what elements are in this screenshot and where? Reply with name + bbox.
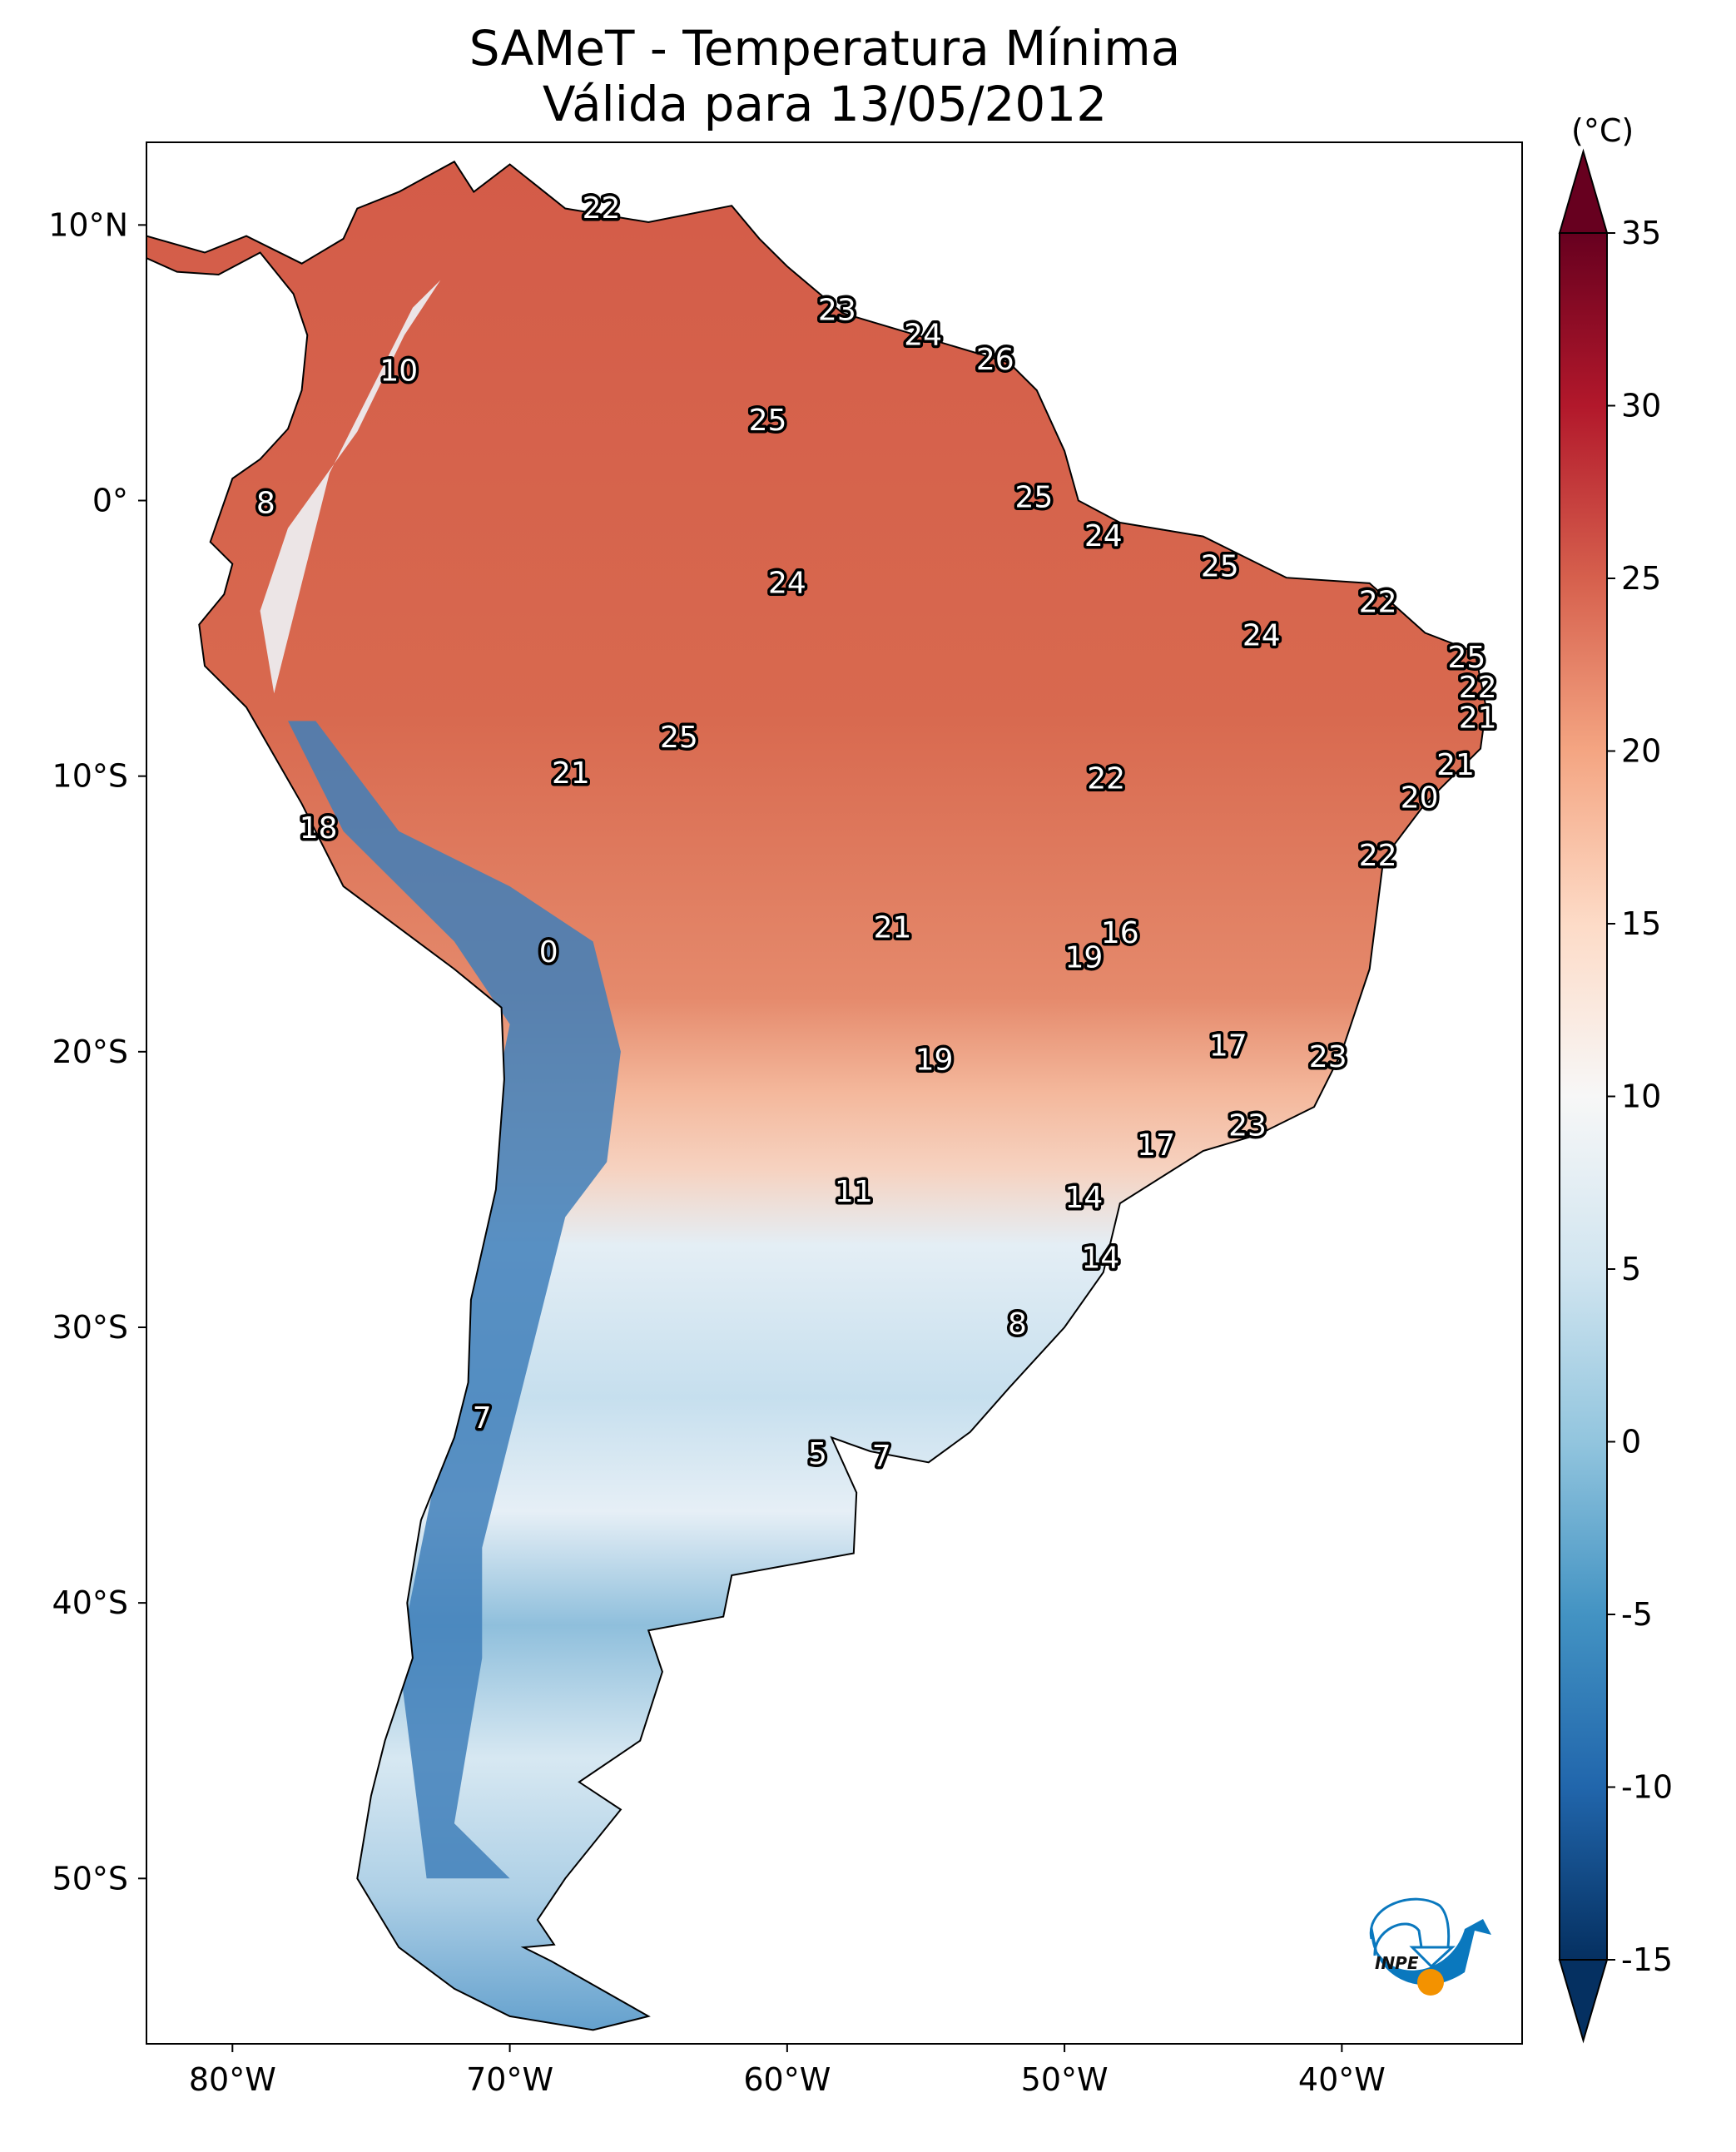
coastline	[146, 160, 1487, 2031]
colorbar-tick-label: 20	[1621, 733, 1661, 770]
colorbar-tick-label: 25	[1621, 560, 1661, 597]
x-tick-label: 60°W	[743, 2061, 831, 2098]
colorbar-tick-label: 0	[1621, 1424, 1641, 1460]
colorbar-extend-min	[1558, 1959, 1609, 2044]
colorbar-tick-label: 10	[1621, 1078, 1661, 1115]
inpe-logo: INPE	[1369, 1897, 1491, 1996]
station-label: 24	[904, 318, 942, 352]
station-label: 25	[749, 404, 787, 438]
station-label: 21	[552, 756, 590, 791]
station-label: 16	[1101, 916, 1139, 950]
map-frame	[146, 141, 1523, 2045]
station-label: 25	[1015, 481, 1054, 515]
station-label: 19	[915, 1043, 954, 1077]
logo-orange-circle	[1417, 1969, 1444, 1996]
station-label: 22	[1359, 839, 1397, 873]
station-label: 21	[1436, 748, 1475, 782]
title-line-1: SAMeT - Temperatura Mínima	[469, 20, 1181, 77]
station-label: 26	[976, 343, 1014, 377]
station-label: 24	[768, 566, 806, 600]
station-label: 22	[1459, 671, 1497, 705]
station-label: 23	[1309, 1040, 1347, 1074]
station-label: 7	[872, 1440, 891, 1474]
station-label: 7	[473, 1401, 492, 1435]
station-label: 25	[660, 721, 698, 755]
station-label: 24	[1242, 618, 1281, 652]
station-label: 10	[379, 354, 418, 388]
x-tick-label: 50°W	[1021, 2061, 1109, 2098]
station-label: 0	[539, 935, 558, 969]
colorbar-tick-label: -5	[1621, 1596, 1653, 1633]
station-label: 24	[1084, 519, 1123, 553]
title-line-2: Válida para 13/05/2012	[543, 76, 1107, 132]
station-label: 23	[818, 294, 856, 328]
station-label: 8	[256, 486, 275, 520]
x-tick-label: 80°W	[189, 2061, 276, 2098]
y-tick-label: 10°N	[48, 206, 128, 243]
y-tick-label: 50°S	[52, 1860, 128, 1897]
x-tick-label: 40°W	[1298, 2061, 1386, 2098]
colorbar-extend-max	[1558, 148, 1609, 234]
colorbar-tick-label: 35	[1621, 215, 1661, 251]
colorbar-tick-label: -15	[1621, 1941, 1673, 1978]
colorbar: (°C) -15 -10 -5 0 5 10 15 20 25 30 35	[1558, 112, 1673, 2044]
station-label: 19	[1065, 941, 1104, 975]
station-label: 5	[808, 1437, 827, 1471]
andes-cold-region	[288, 721, 621, 1879]
y-tick-label: 20°S	[52, 1034, 128, 1070]
station-label: 17	[1209, 1029, 1247, 1064]
station-label: 14	[1082, 1242, 1120, 1276]
station-label: 17	[1137, 1128, 1175, 1163]
station-label: 20	[1401, 781, 1439, 816]
logo-text: INPE	[1375, 1953, 1419, 1973]
colorbar-unit: (°C)	[1571, 112, 1634, 149]
station-label: 22	[1359, 586, 1397, 620]
station-label: 11	[835, 1175, 873, 1209]
station-label: 22	[583, 191, 621, 226]
station-label: 25	[1201, 549, 1239, 583]
y-tick-label: 10°S	[52, 758, 128, 795]
y-tick-label: 40°S	[52, 1584, 128, 1621]
colorbar-tick-label: 15	[1621, 905, 1661, 942]
station-label: 21	[874, 910, 912, 945]
station-label: 18	[300, 811, 338, 845]
station-label: 25	[1447, 641, 1486, 675]
colorbar-tick-label: -10	[1621, 1769, 1673, 1806]
colorbar-scale	[1560, 233, 1607, 1960]
map-axes: 80°W 70°W 60°W 50°W 40°W 10°N 0° 10°S 20°S 30°S 40…	[48, 206, 1386, 2098]
northern-andes-cool-region	[260, 280, 441, 694]
y-tick-label: 0°	[92, 483, 128, 519]
station-label: 22	[1087, 761, 1125, 796]
x-tick-label: 70°W	[466, 2061, 553, 2098]
station-label: 14	[1065, 1181, 1104, 1215]
station-label: 23	[1228, 1109, 1267, 1143]
station-label: 8	[1008, 1307, 1027, 1341]
y-tick-label: 30°S	[52, 1309, 128, 1346]
station-label: 21	[1459, 702, 1497, 736]
colorbar-tick-label: 5	[1621, 1251, 1641, 1287]
colorbar-tick-label: 30	[1621, 388, 1661, 424]
colorbar-ticks: -15 -10 -5 0 5 10 15 20 25 30 35	[1607, 215, 1673, 1978]
